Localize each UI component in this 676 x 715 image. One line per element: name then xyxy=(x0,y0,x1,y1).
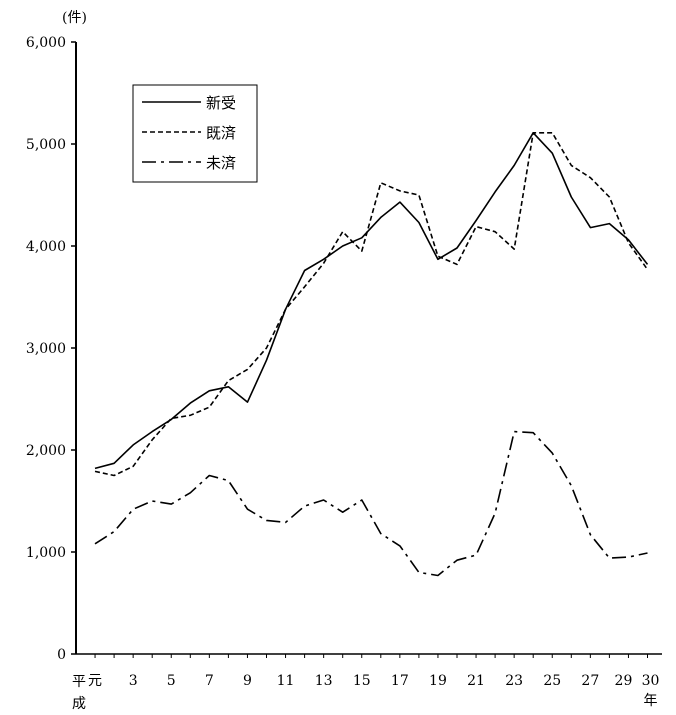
x-tick-label: 3 xyxy=(129,673,138,689)
y-axis-unit-label: (件) xyxy=(62,10,87,26)
x-tick-label: 13 xyxy=(315,673,333,689)
x-tick-label: 11 xyxy=(277,673,295,689)
y-tick-label: 2,000 xyxy=(26,443,66,459)
x-tick-label: 25 xyxy=(543,673,561,689)
y-tick-label: 1,000 xyxy=(26,545,66,561)
x-tick-label: 23 xyxy=(505,673,523,689)
y-axis-ticks: 0 1,000 2,000 3,000 4,000 5,000 6,000 xyxy=(26,35,76,663)
x-tick-label: 29 xyxy=(615,673,633,689)
x-tick-label: 19 xyxy=(429,673,447,689)
y-tick-label: 6,000 xyxy=(26,35,66,51)
x-tick-label: 15 xyxy=(353,673,371,689)
x-tick-label: 7 xyxy=(205,673,214,689)
x-tick-label: 30 xyxy=(642,673,660,689)
legend-box xyxy=(132,84,258,183)
x-tick-label: 21 xyxy=(467,673,485,689)
legend-label: 未済 xyxy=(206,154,236,172)
x-axis-unit-label: 年 xyxy=(644,693,658,709)
x-tick-label: 9 xyxy=(243,673,252,689)
series-lines xyxy=(94,132,649,577)
y-tick-label: 4,000 xyxy=(26,239,66,255)
legend-label: 既済 xyxy=(206,124,236,142)
series-line-2 xyxy=(94,132,649,477)
series-line-1 xyxy=(94,132,649,470)
x-axis-ticks: 元 3 5 7 9 11 13 15 17 19 21 23 25 27 29 30 xyxy=(88,654,659,689)
y-tick-label: 3,000 xyxy=(26,341,66,357)
legend-label: 新受 xyxy=(206,94,236,112)
y-tick-label: 0 xyxy=(57,647,66,663)
era-label-top: 平 xyxy=(72,674,86,690)
x-tick-label: 元 xyxy=(88,673,102,689)
x-tick-label: 17 xyxy=(391,673,409,689)
y-tick-label: 5,000 xyxy=(26,137,66,153)
x-tick-label: 5 xyxy=(167,673,176,689)
series-line-3 xyxy=(94,430,648,577)
x-tick-label: 27 xyxy=(581,673,599,689)
era-label-bottom: 成 xyxy=(72,696,86,712)
